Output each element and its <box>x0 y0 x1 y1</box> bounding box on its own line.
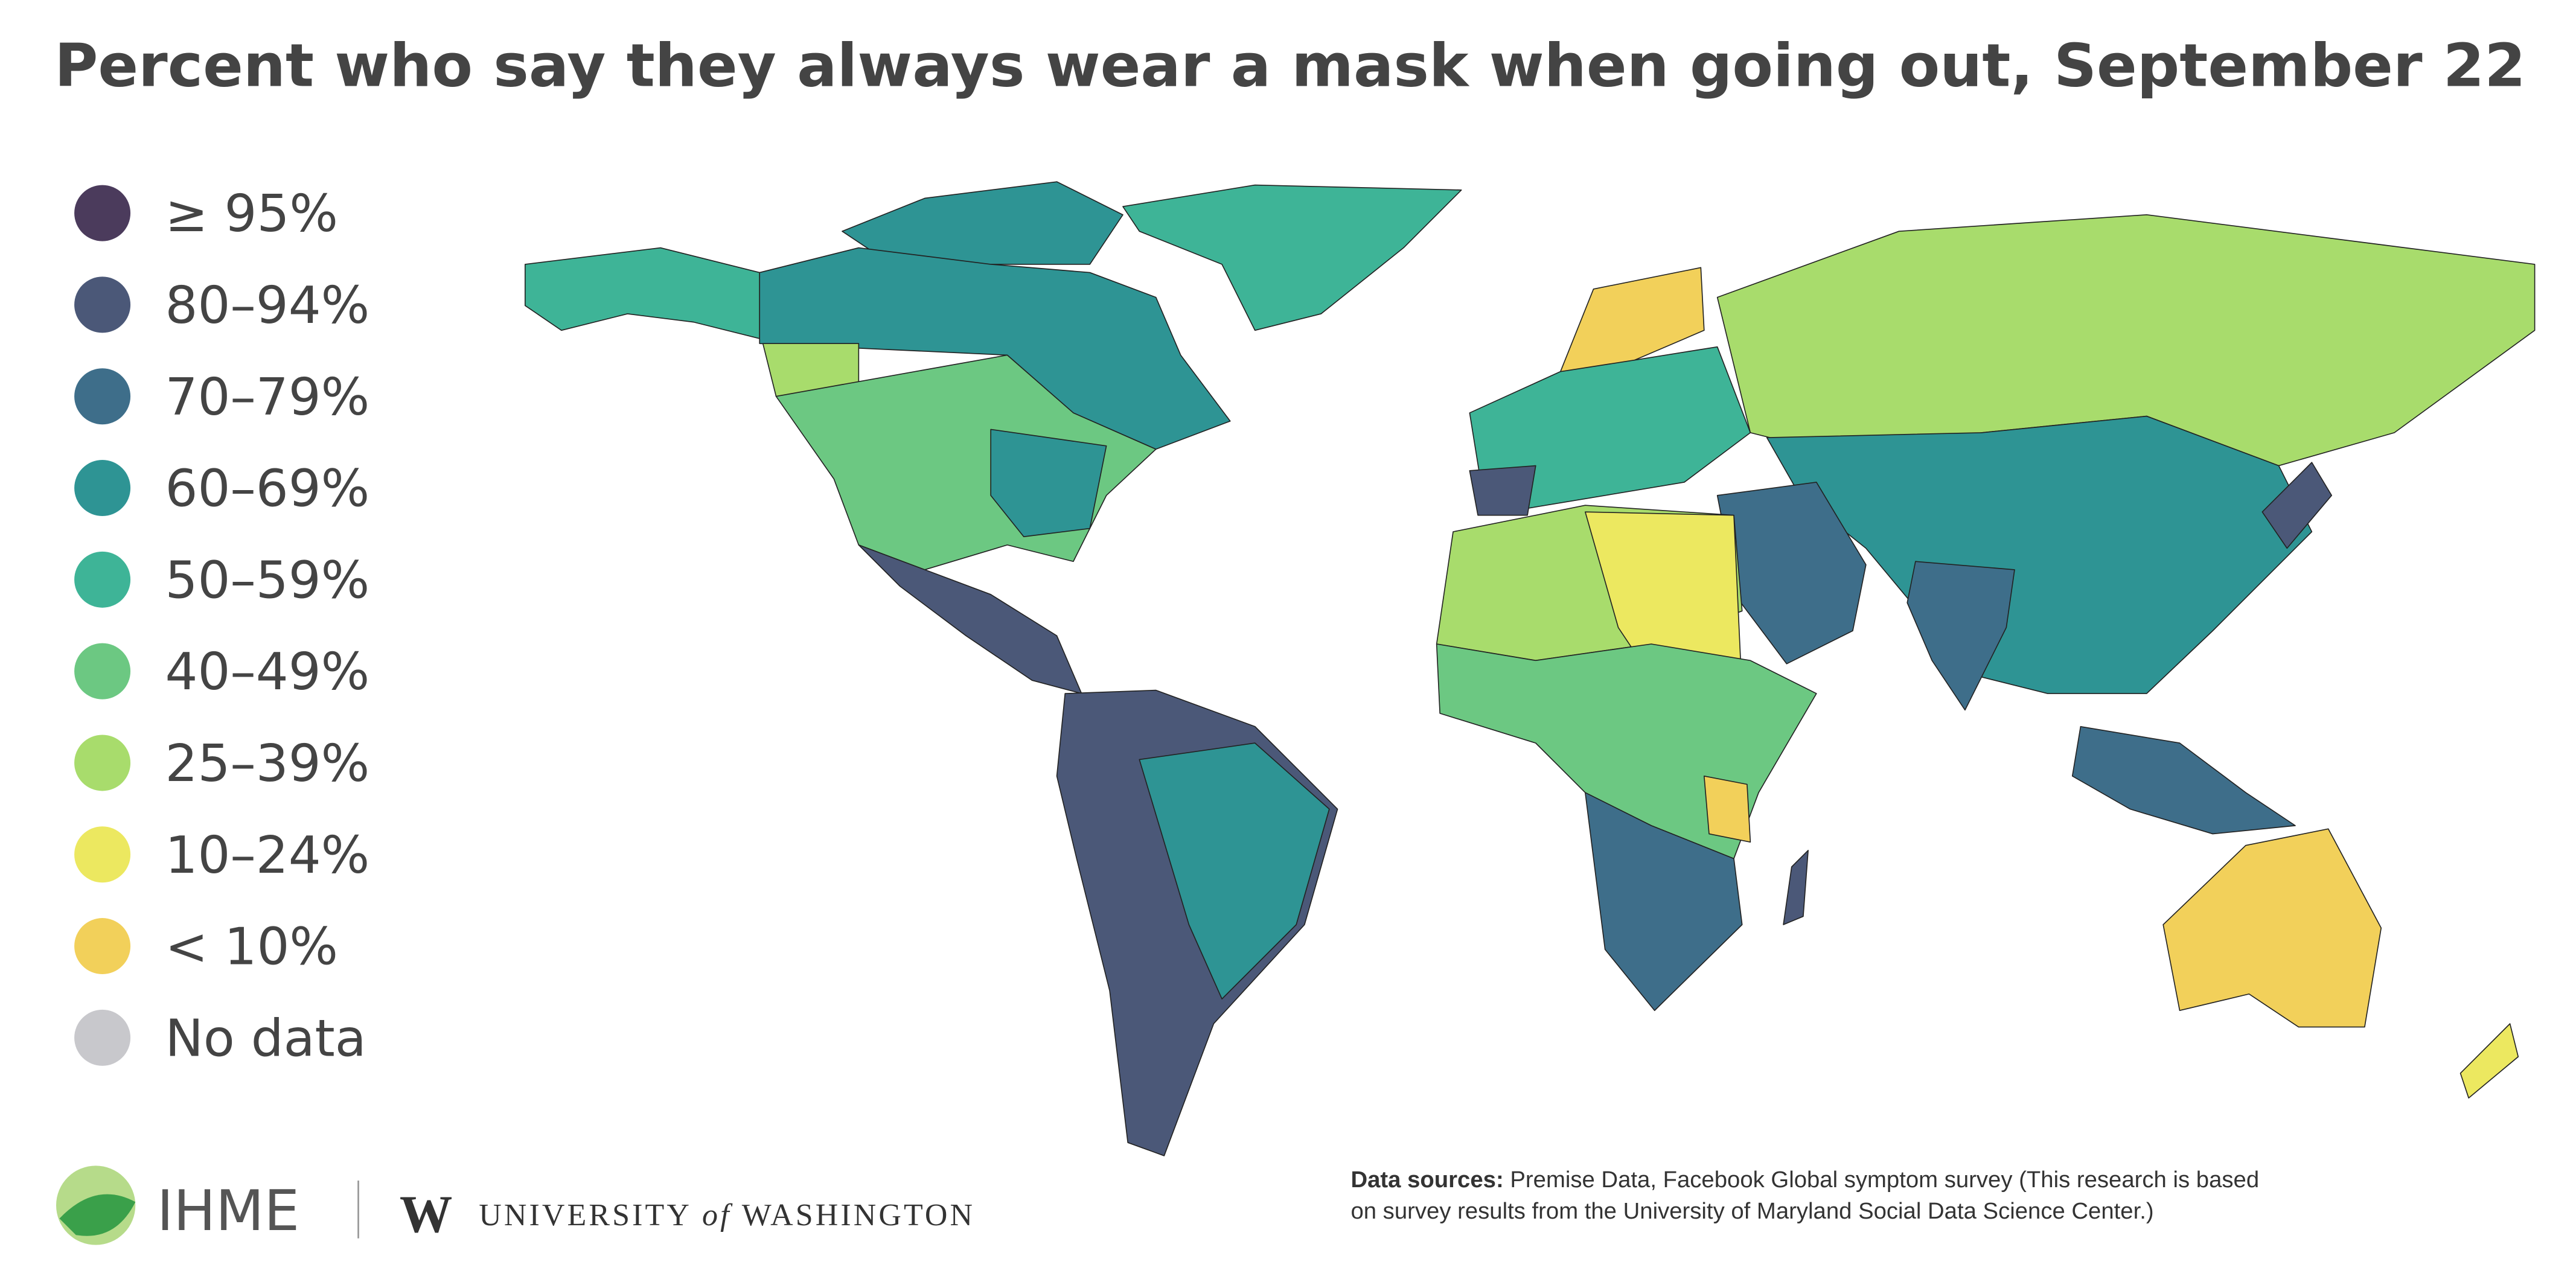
brazil <box>1139 742 1330 999</box>
madagascar <box>1783 850 1809 925</box>
alaska <box>524 247 761 339</box>
iberia <box>1469 465 1536 516</box>
legend-label: 25–39% <box>165 733 370 793</box>
legend-label: 10–24% <box>165 825 370 885</box>
legend-label: 80–94% <box>165 275 370 335</box>
legend-swatch <box>74 918 131 975</box>
uw-suffix: WASHINGTON <box>742 1198 975 1232</box>
legend-swatch <box>74 460 131 517</box>
legend-swatch <box>74 276 131 333</box>
japan <box>2261 462 2333 549</box>
uw-of: of <box>702 1198 733 1232</box>
india <box>1906 561 2015 711</box>
legend-label: 50–59% <box>165 550 370 610</box>
legend-swatch <box>74 643 131 700</box>
sources-box: Data sources: Premise Data, Facebook Glo… <box>1350 1164 2275 1227</box>
tanzania <box>1703 775 1751 843</box>
legend-swatch <box>74 368 131 425</box>
legend-label: 40–49% <box>165 642 370 701</box>
sources-label: Data sources: <box>1350 1165 1504 1193</box>
sources-text: Premise Data, Facebook Global symptom su… <box>1350 1165 2260 1224</box>
ihme-logo-leaf <box>59 1194 136 1236</box>
uw-mark: W <box>400 1185 453 1243</box>
legend-label: 60–69% <box>165 459 370 518</box>
australia <box>2162 828 2382 1028</box>
legend-label: 70–79% <box>165 367 370 427</box>
legend-label: No data <box>165 1008 366 1068</box>
legend-label: < 10% <box>165 917 338 977</box>
usa-east <box>990 429 1107 538</box>
se-asia-islands <box>2071 725 2296 835</box>
legend-swatch <box>74 826 131 883</box>
central-asia <box>1766 415 2313 694</box>
canada <box>759 247 1231 450</box>
sources: Data sources: Premise Data, Facebook Glo… <box>1350 1164 2275 1227</box>
world-map <box>524 181 2536 1156</box>
uw-prefix: UNIVERSITY <box>479 1198 692 1232</box>
mexico <box>858 544 1082 694</box>
legend: ≥ 95% 80–94% 70–79% 60–69% 50–59% 40–49% 25–39… <box>74 183 369 1068</box>
legend-swatch <box>74 551 131 608</box>
ihme-text: IHME <box>157 1178 299 1243</box>
ihme-logo <box>56 1165 136 1245</box>
title: Percent who say they always wear a mask … <box>54 31 2526 100</box>
new-zealand <box>2459 1023 2519 1099</box>
southern-africa <box>1585 792 1743 1012</box>
legend-swatch <box>74 735 131 791</box>
legend-swatch <box>74 1009 131 1066</box>
legend-swatch <box>74 185 131 241</box>
uw-name: UNIVERSITY of WASHINGTON <box>479 1198 975 1232</box>
greenland <box>1122 184 1462 331</box>
legend-label: ≥ 95% <box>165 183 338 243</box>
